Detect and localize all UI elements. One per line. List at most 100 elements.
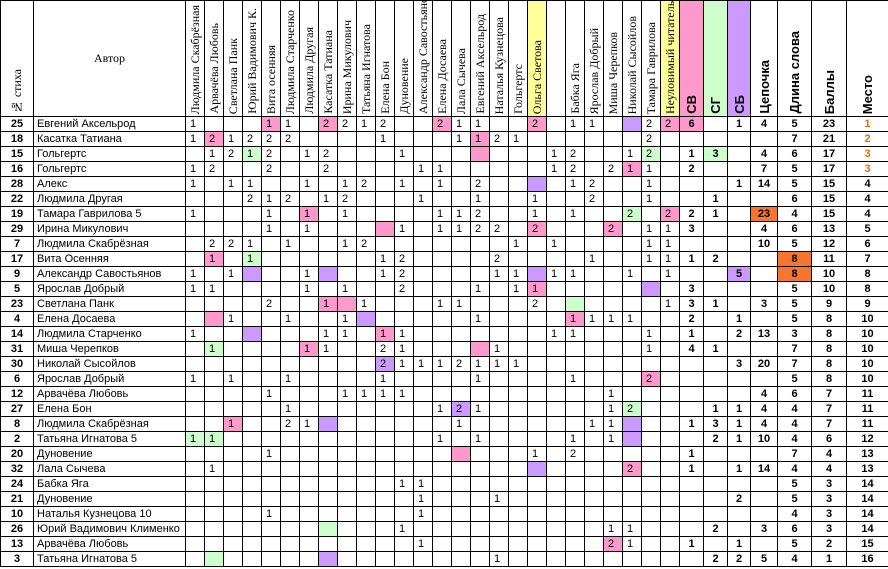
cell — [703, 491, 728, 507]
cell — [261, 236, 281, 252]
cell — [727, 506, 751, 522]
cell — [318, 236, 338, 252]
cell: 1 — [261, 506, 281, 522]
cell: 2 — [727, 491, 751, 507]
cell: 2 — [470, 176, 490, 192]
cell — [432, 416, 452, 432]
cell: 5 — [750, 551, 778, 567]
cell — [603, 131, 623, 147]
header-cell: Гольгертс — [508, 0, 528, 117]
cell — [584, 521, 604, 537]
cell: 6 — [777, 386, 812, 402]
cell — [242, 116, 262, 132]
cell: 1 — [394, 341, 414, 357]
cell: 2 — [204, 161, 224, 177]
cell: 1 — [204, 146, 224, 162]
cell: 1 — [703, 206, 728, 222]
cell — [242, 311, 262, 327]
cell: 13 — [846, 446, 888, 462]
cell — [185, 416, 205, 432]
cell — [318, 401, 338, 417]
cell: 1 — [223, 131, 243, 147]
cell: 1 — [622, 266, 642, 282]
cell: 1 — [641, 176, 661, 192]
cell — [703, 461, 728, 477]
cell: 2 — [318, 116, 338, 132]
cell: 4 — [750, 221, 778, 237]
cell: 1 — [565, 371, 585, 387]
cell — [584, 386, 604, 402]
cell — [337, 491, 357, 507]
cell: 1 — [727, 536, 751, 552]
cell: 8 — [846, 281, 888, 297]
author-name: Татьяна Игнатова 5 — [33, 551, 186, 567]
cell — [318, 536, 338, 552]
cell — [223, 161, 243, 177]
cell — [299, 386, 319, 402]
table-row: 16 Гольгертс 1 2 2 2 1 1 1 2 2 1 1 2 7 5 17 3 — [0, 161, 888, 177]
cell — [508, 461, 528, 477]
cell: 1 — [432, 431, 452, 447]
cell: 1 — [527, 191, 547, 207]
cell: 1 — [546, 146, 566, 162]
cell — [204, 371, 224, 387]
cell — [223, 356, 243, 372]
cell: 2 — [727, 326, 751, 342]
cell — [280, 476, 300, 492]
cell: 1 — [565, 266, 585, 282]
cell: 1 — [603, 386, 623, 402]
cell — [223, 191, 243, 207]
cell — [750, 251, 778, 267]
cell — [622, 386, 642, 402]
cell: 3 — [811, 476, 847, 492]
cell: 7 — [777, 341, 812, 357]
cell: 8 — [811, 341, 847, 357]
header-cell: Ольга Светова — [527, 0, 547, 117]
cell: 3 — [703, 416, 728, 432]
cell — [337, 251, 357, 267]
cell — [727, 476, 751, 492]
cell — [470, 236, 490, 252]
cell: 5 — [846, 221, 888, 237]
poem-number: 31 — [0, 341, 34, 357]
cell — [451, 536, 471, 552]
cell: 2 — [204, 131, 224, 147]
cell — [223, 326, 243, 342]
cell: 1 — [299, 176, 319, 192]
cell — [527, 476, 547, 492]
cell: 4 — [750, 146, 778, 162]
header-cell: СГ — [703, 0, 728, 117]
cell: 21 — [811, 131, 847, 147]
cell: 1 — [185, 131, 205, 147]
cell — [242, 206, 262, 222]
cell: 1 — [413, 356, 433, 372]
cell — [356, 191, 376, 207]
table-row: 32 Лала Сычева 1 2 1 1 14 4 4 13 — [0, 461, 888, 477]
cell — [280, 536, 300, 552]
cell — [451, 311, 471, 327]
cell — [508, 506, 528, 522]
cell — [508, 476, 528, 492]
cell: 1 — [603, 401, 623, 417]
cell — [508, 446, 528, 462]
cell: 4 — [846, 176, 888, 192]
cell — [394, 116, 414, 132]
table-row: 26 Юрий Вадимович Клименко 1 1 1 2 3 6 3 14 — [0, 521, 888, 537]
cell: 2 — [280, 191, 300, 207]
author-name: Тамара Гаврилова 5 — [33, 206, 186, 222]
cell — [660, 311, 680, 327]
header-text: СБ — [731, 95, 747, 114]
cell — [546, 341, 566, 357]
cell — [622, 251, 642, 267]
header-text: Людмила Старченко — [282, 9, 297, 114]
cell: 2 — [242, 131, 262, 147]
cell — [356, 356, 376, 372]
cell — [584, 461, 604, 477]
cell: 1 — [356, 296, 376, 312]
cell: 1 — [204, 431, 224, 447]
cell — [527, 326, 547, 342]
cell: 1 — [185, 326, 205, 342]
cell — [413, 146, 433, 162]
cell — [280, 551, 300, 567]
cell — [356, 506, 376, 522]
